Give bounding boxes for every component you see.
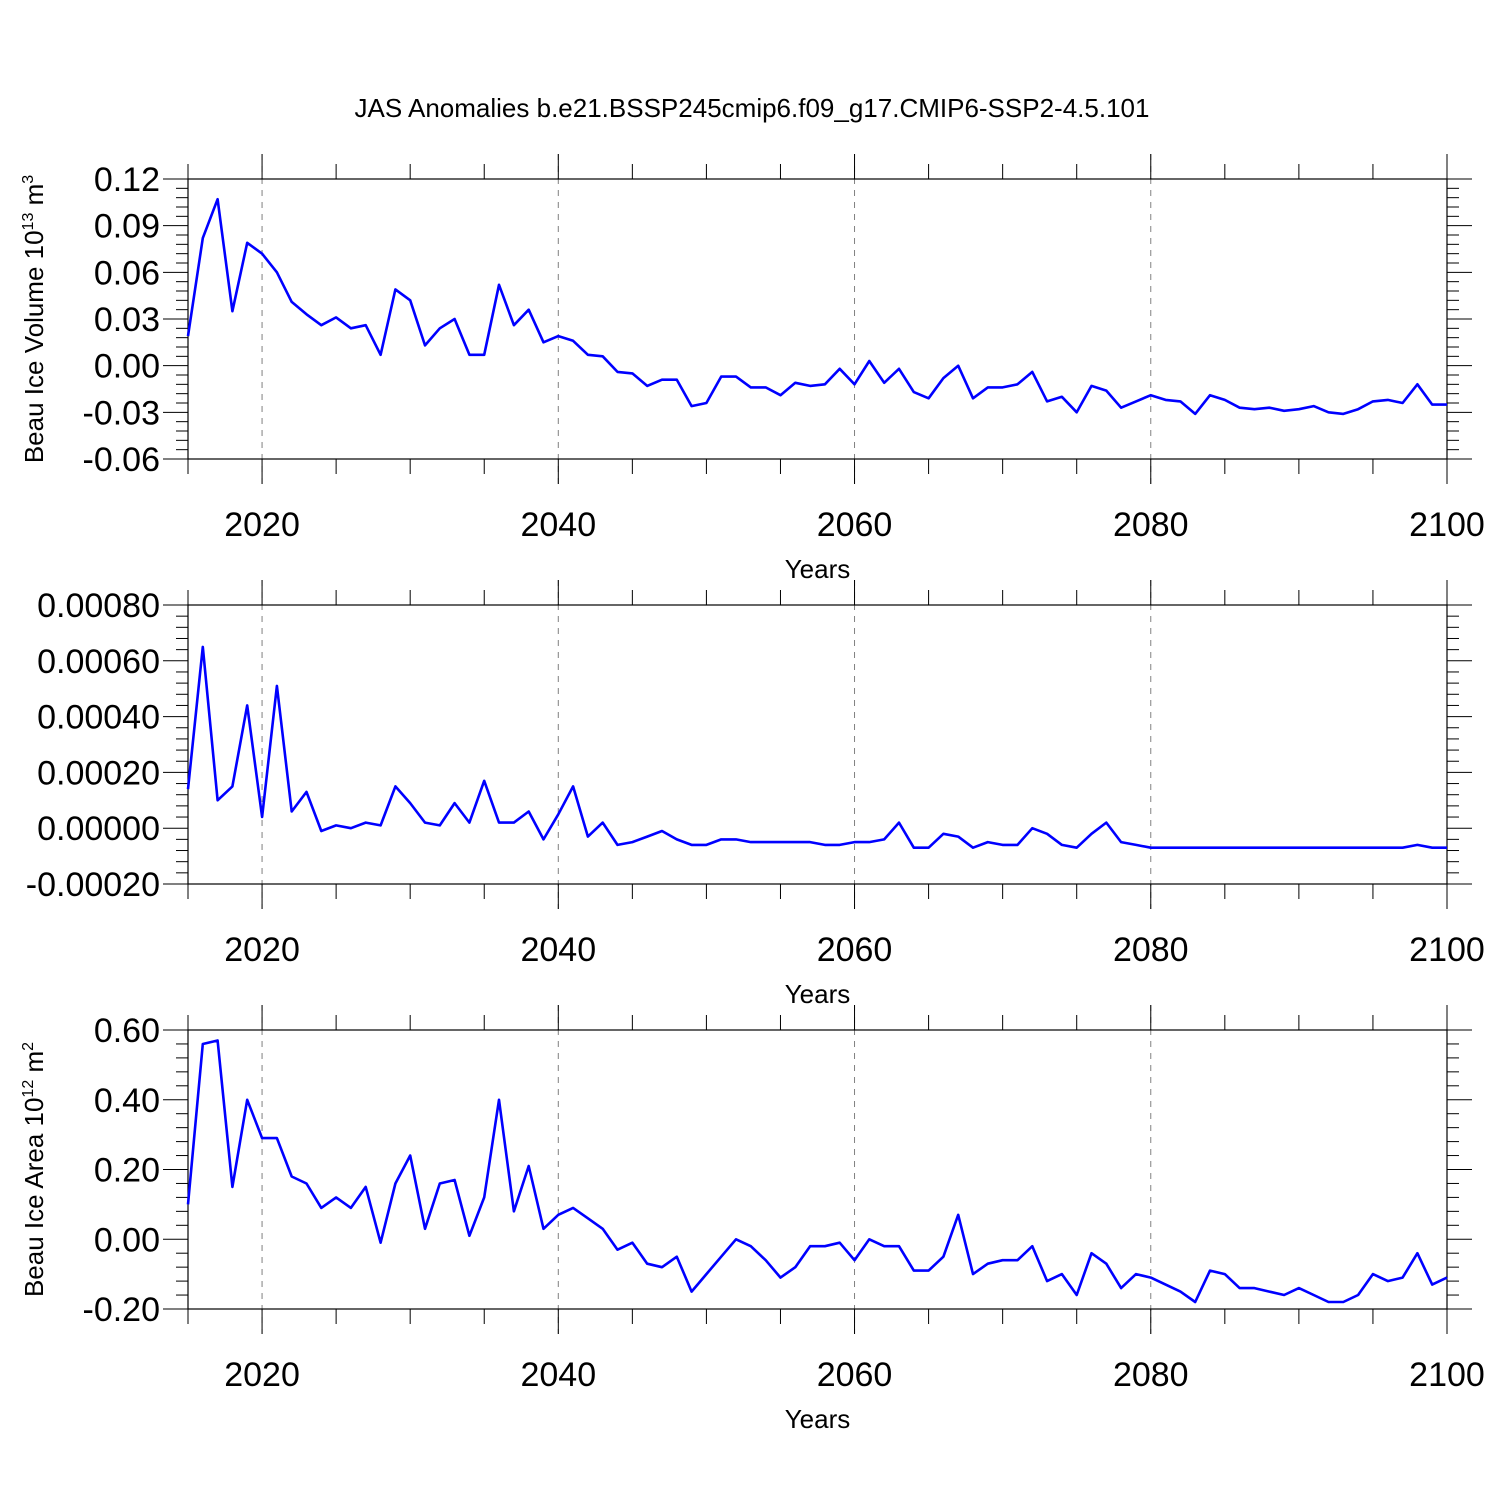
- series-line: [186, 645, 1447, 850]
- y-tick-label: 0.00080: [37, 587, 160, 625]
- y-axis-unit-base: 10: [19, 230, 49, 259]
- y-tick-label: 0.00020: [37, 754, 160, 792]
- x-tick-label: 2020: [224, 506, 300, 544]
- y-tick-label: 0.40: [94, 1082, 160, 1120]
- x-axis-title: Years: [785, 1404, 851, 1434]
- y-axis-unit-exp: 12: [20, 1080, 37, 1098]
- chart-title: JAS Anomalies b.e21.BSSP245cmip6.f09_g17…: [355, 93, 1150, 123]
- x-tick-label: 2020: [224, 1356, 300, 1394]
- y-axis-unit-base: 10: [19, 1098, 49, 1127]
- y-tick-label: 0.00000: [37, 810, 160, 848]
- y-tick-label: 0.03: [94, 301, 160, 339]
- y-tick-label: -0.00020: [26, 866, 160, 904]
- y-axis-unit-m: m: [19, 184, 49, 213]
- x-tick-label: 2020: [224, 931, 300, 969]
- y-tick-label: -0.20: [83, 1291, 161, 1329]
- x-axis-title: Years: [785, 979, 851, 1009]
- y-tick-label: 0.00: [94, 348, 160, 386]
- x-tick-label: 2040: [520, 506, 596, 544]
- y-tick-label: 0.00040: [37, 699, 160, 737]
- x-tick-label: 2040: [520, 1356, 596, 1394]
- y-axis-unit-m: m: [19, 1051, 49, 1080]
- series-line: [186, 197, 1447, 416]
- y-tick-label: 0.20: [94, 1152, 160, 1190]
- y-axis-unit-mexp: 2: [20, 1042, 37, 1051]
- y-tick-label: 0.06: [94, 254, 160, 292]
- y-tick-label: 0.00060: [37, 643, 160, 681]
- y-axis-title-text: Beau Ice Area: [19, 1126, 49, 1297]
- plot-frame: [187, 1029, 1448, 1310]
- x-tick-label: 2060: [817, 1356, 893, 1394]
- x-tick-label: 2060: [817, 506, 893, 544]
- panel-3: 2020 2040 2060 2080 2100 -0.20 0.00 0.20 0.40 0.6…: [19, 1005, 1485, 1434]
- panel-1: 2020 2040 2060 2080 2100 -0.06 -0.03 0.00 0.03 0.…: [19, 154, 1485, 584]
- x-tick-label: 2080: [1113, 1356, 1189, 1394]
- plot-frame: [187, 178, 1448, 460]
- x-axis-title: Years: [785, 554, 851, 584]
- y-axis-title-text: Beau Ice Volume: [19, 259, 49, 463]
- x-tick-label: 2040: [520, 931, 596, 969]
- x-tick-label: 2060: [817, 931, 893, 969]
- y-tick-label: 0.09: [94, 208, 160, 246]
- y-tick-label: -0.06: [83, 441, 161, 479]
- y-axis-unit-mexp: 3: [20, 175, 37, 184]
- y-tick-label: -0.03: [83, 394, 161, 432]
- x-tick-label: 2100: [1409, 931, 1485, 969]
- plot-frame: [187, 604, 1448, 885]
- panel-2: 2020 2040 2060 2080 2100 -0.00020 0.00000 0.000…: [26, 580, 1485, 1009]
- x-tick-label: 2080: [1113, 931, 1189, 969]
- y-tick-label: 0.12: [94, 161, 160, 199]
- x-tick-label: 2100: [1409, 506, 1485, 544]
- y-axis-title: Beau Ice Area 1012 m2: [19, 1042, 49, 1297]
- y-axis-unit-exp: 13: [20, 213, 37, 231]
- y-tick-label: 0.00: [94, 1221, 160, 1259]
- y-tick-label: 0.60: [94, 1012, 160, 1050]
- x-tick-label: 2080: [1113, 506, 1189, 544]
- y-axis-title: Beau Ice Volume 1013 m3: [19, 175, 49, 463]
- x-tick-label: 2100: [1409, 1356, 1485, 1394]
- series-line: [186, 1039, 1448, 1304]
